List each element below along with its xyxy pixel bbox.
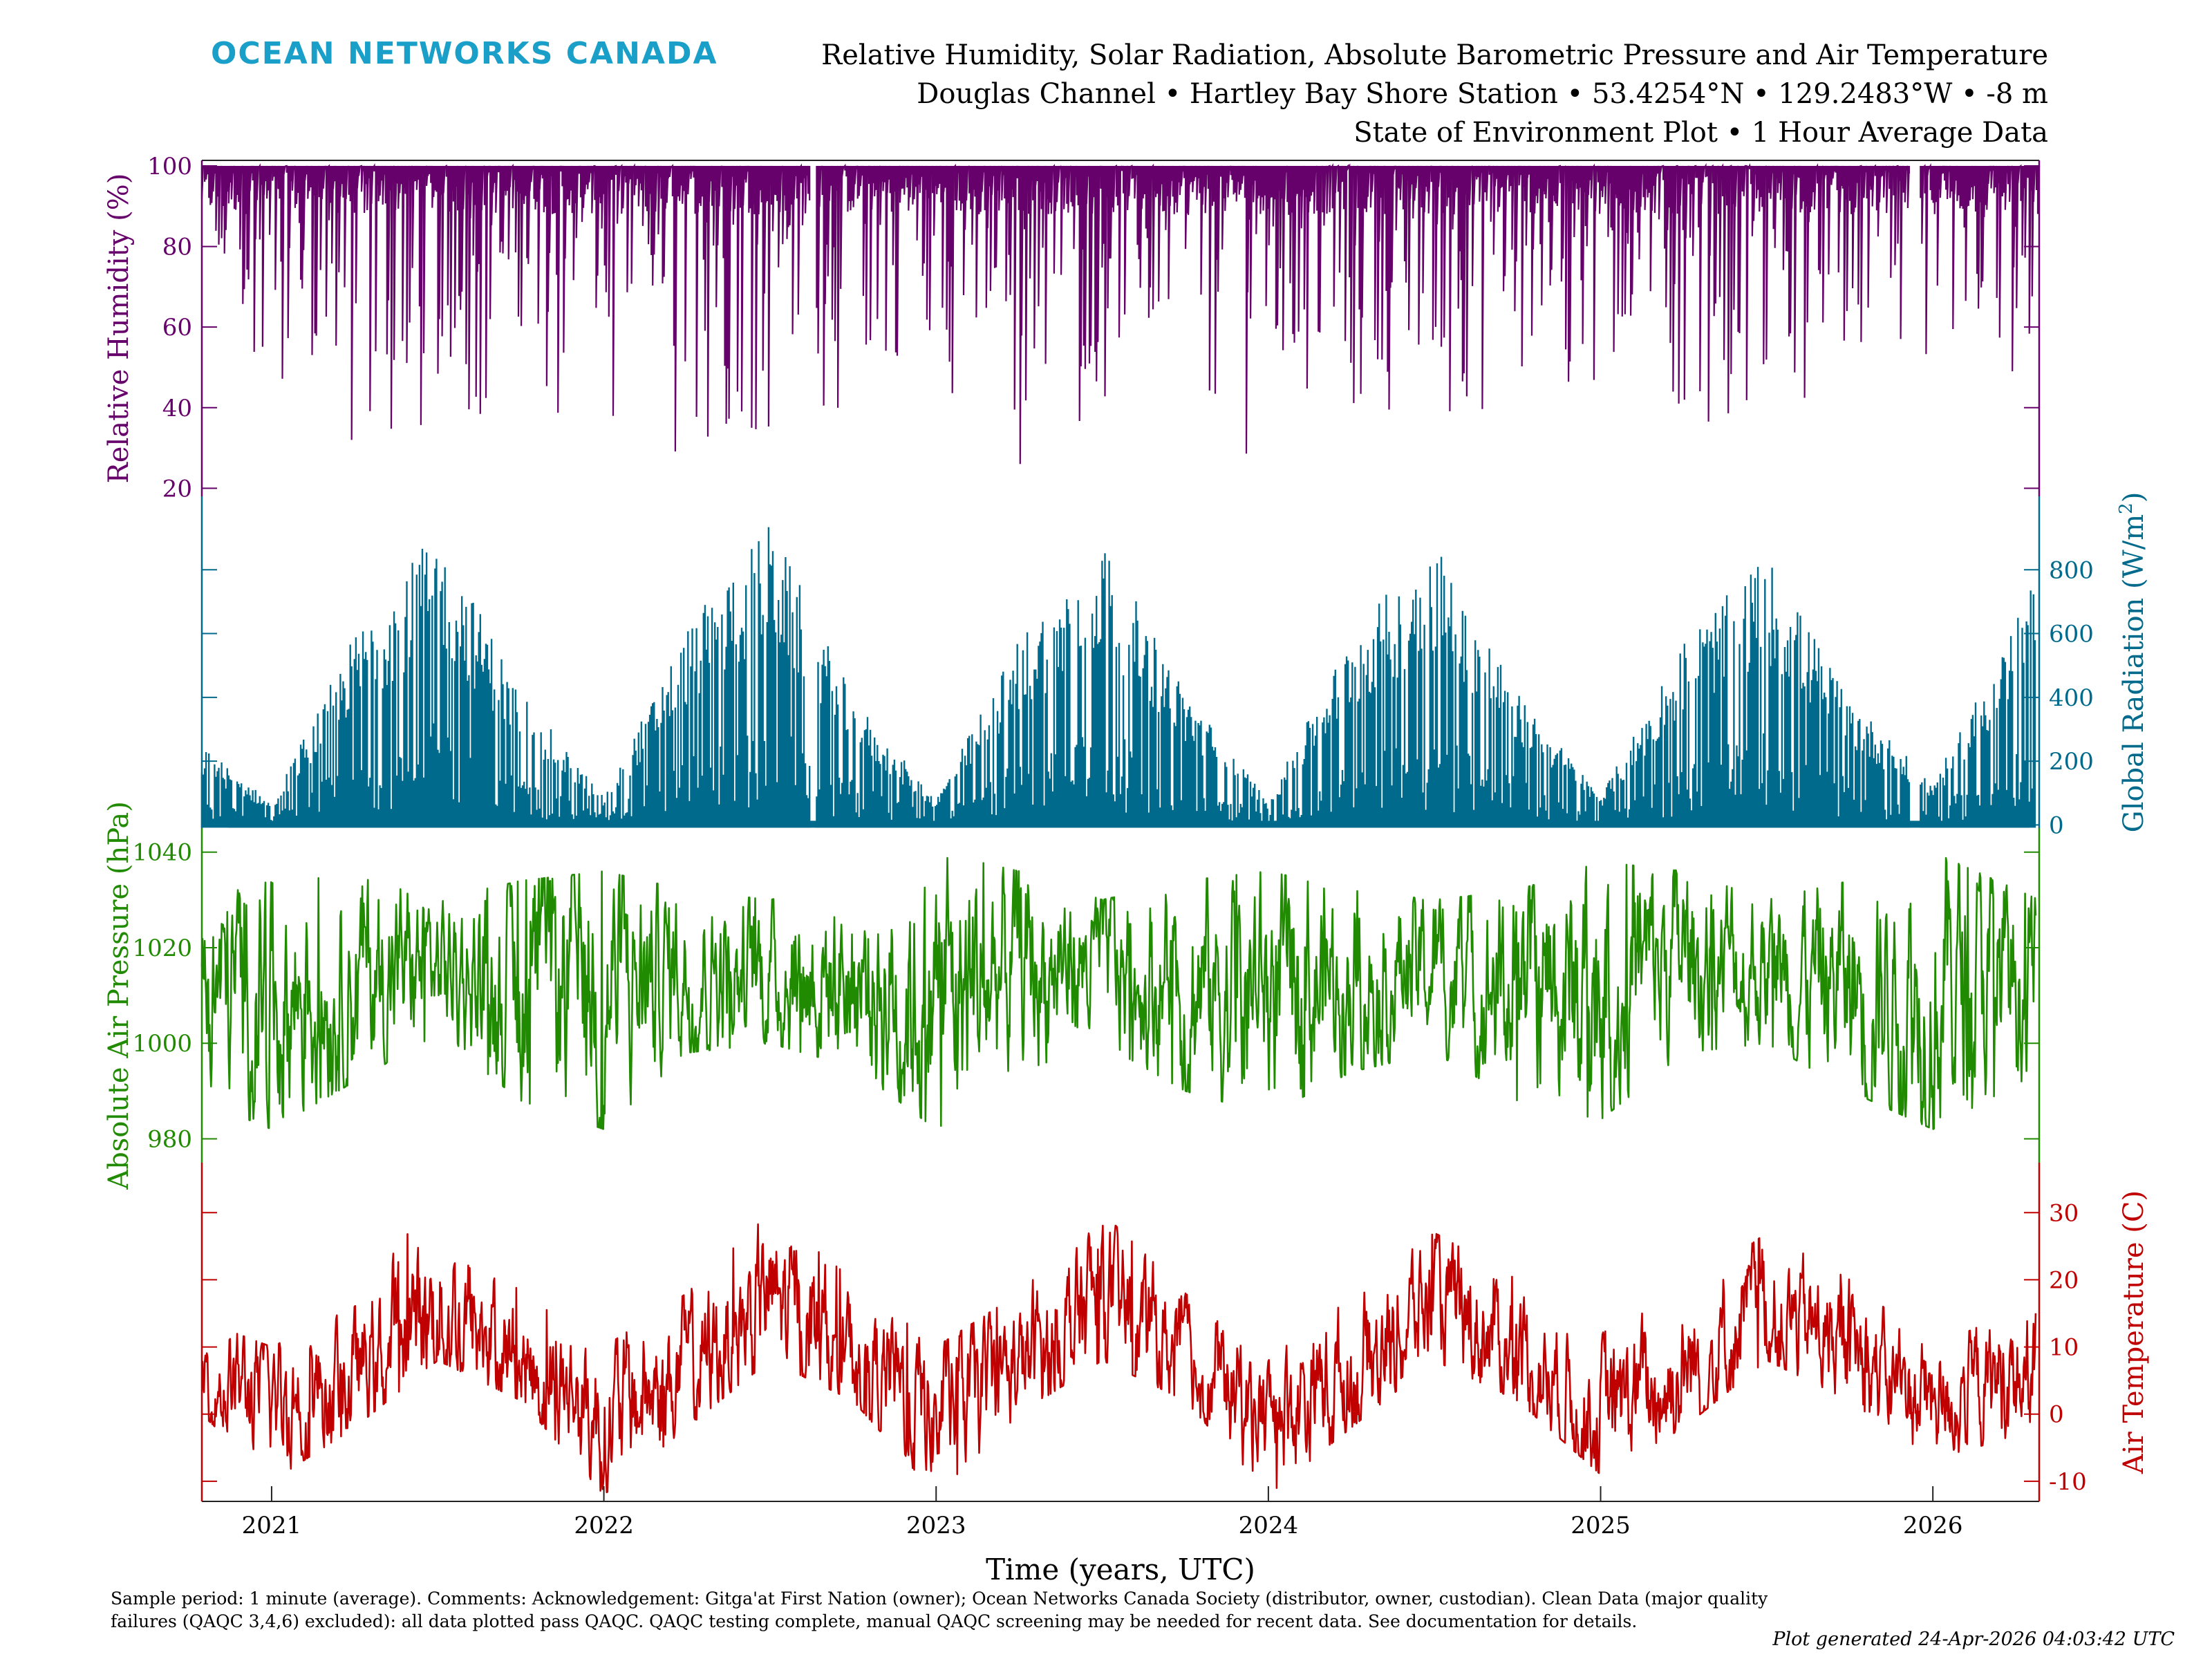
solar-tick-label: 600	[2049, 621, 2094, 648]
station-info: Douglas Channel • Hartley Bay Shore Stat…	[917, 78, 2048, 110]
humidity-tick-label: 20	[162, 475, 192, 503]
plot-title: Relative Humidity, Solar Radiation, Abso…	[821, 39, 2048, 71]
x-tick-label: 2025	[1571, 1512, 1631, 1539]
humidity-tick-label: 80	[162, 234, 192, 261]
pressure-series-line	[200, 856, 2037, 1130]
humidity-tick-label: 100	[147, 153, 192, 180]
x-tick-label: 2022	[574, 1512, 634, 1539]
pressure-tick-label: 980	[147, 1125, 192, 1153]
solar-tick-label: 200	[2049, 748, 2094, 776]
humidity-tick-label: 40	[162, 395, 192, 422]
x-tick-label: 2026	[1903, 1512, 1963, 1539]
panel-temperature: -10 0 10 20 30 Air Temperature (C)	[200, 1163, 2150, 1501]
solar-baseline-band	[228, 821, 2030, 828]
panel-solar: 0 200 400 600 800 Global Radiation (W/m2)	[200, 492, 2150, 839]
pressure-axis-title: Absolute Air Pressure (hPa)	[103, 801, 135, 1190]
x-tick-label: 2023	[906, 1512, 966, 1539]
plot-subtitle: State of Environment Plot • 1 Hour Avera…	[1353, 117, 2048, 149]
onc-logo: OCEAN NETWORKS CANADA	[211, 36, 718, 71]
solar-axis-title: Global Radiation (W/m2)	[2116, 492, 2150, 833]
temperature-tick-label: -10	[2049, 1468, 2087, 1496]
solar-series-line	[200, 527, 2036, 828]
solar-tick-label: 400	[2049, 684, 2094, 712]
temperature-series-line	[200, 1223, 2037, 1494]
x-tick-label: 2021	[242, 1512, 302, 1539]
temperature-tick-label: 20	[2049, 1266, 2079, 1294]
panel-humidity: 20 40 60 80 100 Relative Humidity (%)	[103, 153, 2041, 503]
humidity-axis-title: Relative Humidity (%)	[103, 174, 135, 484]
temperature-tick-label: 0	[2049, 1401, 2064, 1429]
temperature-tick-label: 30	[2049, 1199, 2079, 1227]
temperature-axis-title: Air Temperature (C)	[2118, 1190, 2150, 1474]
humidity-series-line	[200, 162, 2041, 465]
pressure-tick-label: 1040	[132, 839, 192, 867]
pressure-tick-label: 1000	[132, 1030, 192, 1058]
plot-title-block: Relative Humidity, Solar Radiation, Abso…	[821, 36, 2048, 152]
x-tick-label: 2024	[1239, 1512, 1299, 1539]
footer-note: Sample period: 1 minute (average). Comme…	[111, 1588, 1768, 1631]
generated-timestamp: Plot generated 24-Apr-2026 04:03:42 UTC	[1772, 1629, 2175, 1650]
temperature-tick-label: 10	[2049, 1334, 2079, 1362]
solar-tick-label: 800	[2049, 556, 2094, 584]
solar-tick-label: 0	[2049, 812, 2064, 839]
pressure-tick-label: 1020	[132, 935, 192, 962]
humidity-tick-label: 60	[162, 314, 192, 341]
x-axis-title: Time (years, UTC)	[986, 1553, 1255, 1586]
